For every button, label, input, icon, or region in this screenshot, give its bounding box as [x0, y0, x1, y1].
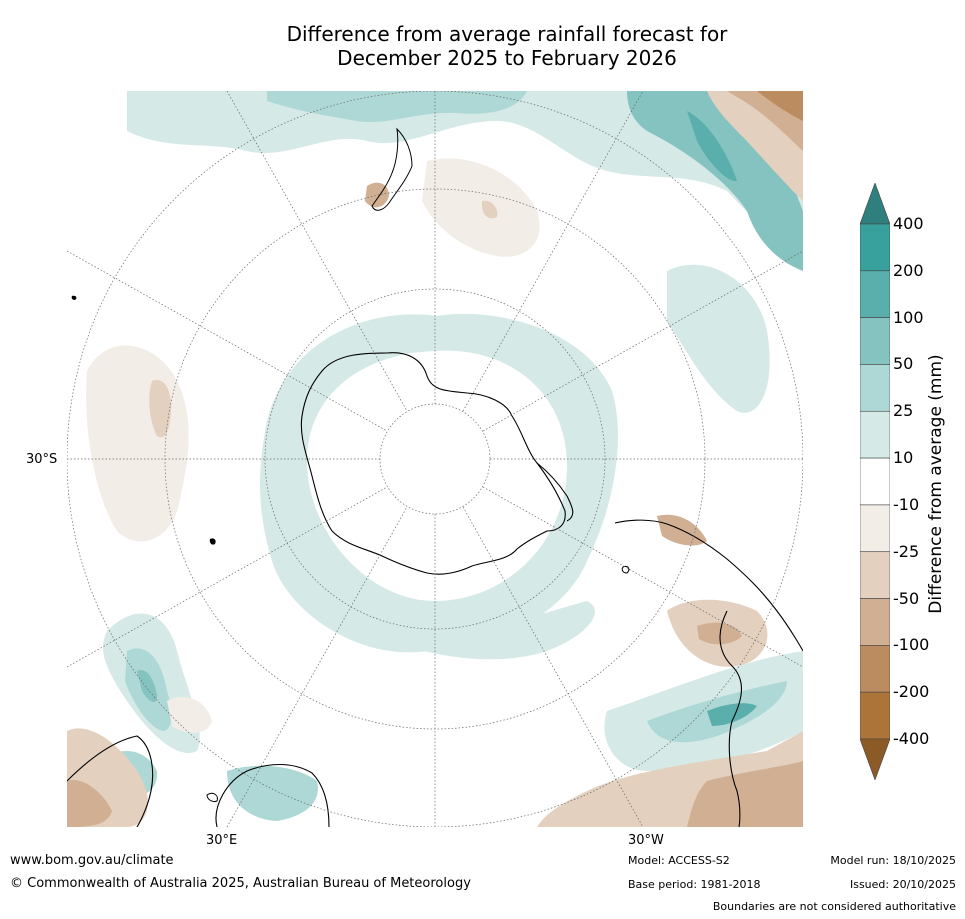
colorbar-segment: [860, 645, 890, 693]
colorbar-extend-bottom: [860, 738, 890, 780]
meridian-60e: [67, 486, 388, 668]
colorbar-tick-label: -50: [893, 588, 920, 608]
meridian-150w: [462, 91, 644, 412]
anomaly-wet-north-1: [127, 91, 803, 233]
colorbar-tick-label: 100: [893, 307, 924, 327]
anomaly-dry-australia-west: [167, 697, 212, 733]
colorbar-tick-label: -400: [893, 729, 930, 748]
anomaly-dry-west-2: [149, 380, 172, 438]
meridian-30w: [462, 506, 644, 827]
meridian-30e: [226, 506, 408, 827]
tasmania: [206, 792, 218, 802]
antarctica-coastline: [300, 352, 566, 575]
colorbar-segment: [860, 410, 890, 459]
anomaly-wet-south-1: [367, 601, 595, 660]
anomaly-dry-centre-north: [422, 158, 540, 257]
colorbar-segment: [860, 270, 890, 318]
footer-issued: Issued: 20/10/2025: [849, 878, 956, 891]
new-zealand: [371, 127, 413, 211]
meridian-120w: [482, 250, 803, 432]
map-svg: [67, 91, 803, 827]
anomaly-wet-ring: [260, 313, 618, 653]
title-line-2: December 2025 to February 2026: [337, 46, 677, 70]
footer-model-run: Model run: 18/10/2025: [830, 854, 956, 867]
chart-title: Difference from average rainfall forecas…: [0, 22, 965, 70]
anomaly-dry-sa-2: [697, 622, 742, 645]
colorbar-title: Difference from average (mm): [926, 354, 946, 614]
title-line-1: Difference from average rainfall forecas…: [286, 22, 728, 46]
colorbar-tick-label: 25: [893, 401, 914, 421]
colorbar-segment: [860, 598, 890, 646]
colorbar-tick-label: 200: [893, 260, 924, 280]
south-america-coastline: [614, 519, 803, 827]
colorbar-tick-label: 10: [893, 448, 914, 468]
antarctic-peninsula: [536, 462, 574, 522]
meridian-60w: [482, 486, 803, 668]
footer-copyright: © Commonwealth of Australia 2025, Austra…: [10, 876, 471, 891]
colorbar: [860, 183, 890, 780]
colorbar-extend-top: [860, 183, 890, 225]
footer-disclaimer: Boundaries are not considered authoritat…: [712, 900, 956, 913]
colorbar-segment: [860, 691, 890, 740]
colorbar-segment: [860, 457, 890, 506]
footer-model: Model: ACCESS-S2: [628, 854, 730, 867]
falkland-islands: [621, 566, 630, 574]
anomaly-dry-centre-north-2: [481, 200, 498, 219]
colorbar-segment: [860, 364, 890, 412]
africa-coastline: [67, 735, 154, 827]
colorbar-tick-label: -25: [893, 541, 920, 561]
graticule: [67, 91, 803, 827]
anomaly-dry-se-corner-2: [687, 761, 803, 827]
anomaly-wet-north-2: [267, 91, 527, 123]
anomaly-dry-nz: [365, 182, 389, 208]
colorbar-segment: [860, 504, 890, 553]
colorbar-tick-label: 50: [893, 354, 914, 374]
colorbar-tick-label: -200: [893, 682, 930, 702]
colorbar-segment: [860, 223, 890, 272]
colorbar-tick-label: 400: [893, 214, 924, 233]
anomaly-dry-ne-3: [757, 91, 803, 121]
latitude-label-30s: 30°S: [26, 452, 58, 467]
map-panel[interactable]: [67, 91, 803, 827]
marion-island: [71, 295, 77, 300]
colorbar-tick-label: -10: [893, 494, 920, 514]
longitude-label-30w: 30°W: [628, 833, 664, 848]
anomaly-wet-east: [667, 264, 770, 413]
anomaly-wet-se-core: [707, 703, 757, 726]
anomaly-wet-north-core: [687, 111, 737, 182]
meridian-150e: [226, 91, 408, 412]
longitude-label-30e: 30°E: [206, 833, 238, 848]
anomaly-dry-sw-corner-2: [67, 780, 112, 827]
kerguelen-island: [209, 538, 216, 545]
graticule-circle-60: [264, 288, 606, 630]
colorbar-segment: [860, 551, 890, 599]
colorbar-segment: [860, 317, 890, 365]
australia-coastline: [215, 764, 330, 827]
footer-base-period: Base period: 1981-2018: [628, 878, 761, 891]
colorbar-tick-label: -100: [893, 635, 930, 655]
meridian-120e: [67, 250, 388, 432]
anomaly-wet-australia: [227, 765, 318, 821]
footer-url[interactable]: www.bom.gov.au/climate: [10, 853, 174, 868]
colorbar-segments: [860, 183, 890, 780]
